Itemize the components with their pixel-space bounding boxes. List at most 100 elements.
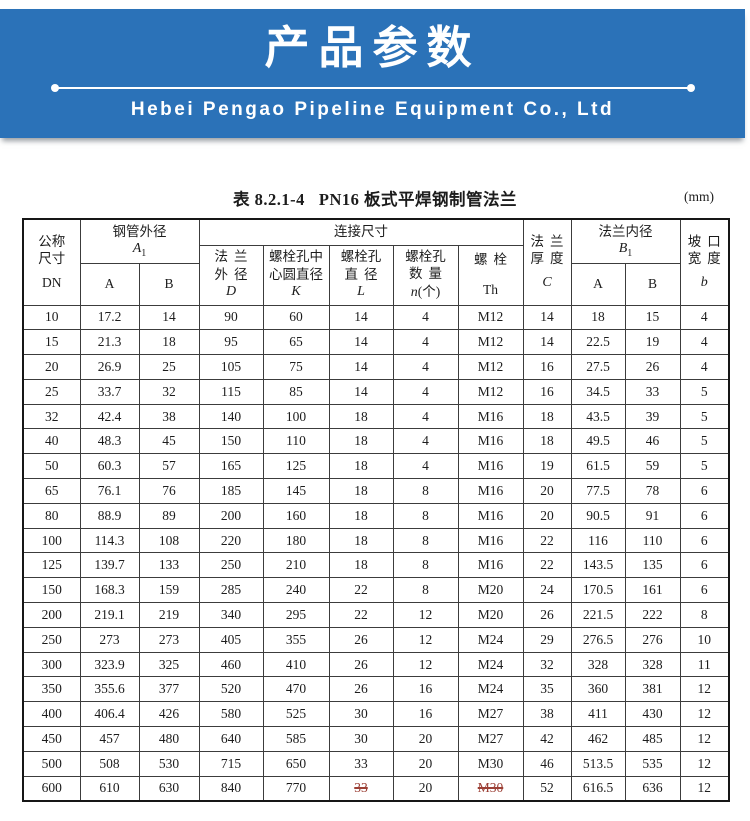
table-cell: 26 — [328, 626, 394, 653]
table-cell: 95 — [198, 329, 264, 356]
table-cell: 8 — [392, 527, 459, 554]
company-name: Hebei Pengao Pipeline Equipment Co., Ltd — [130, 98, 615, 120]
table-cell: 328 — [570, 651, 626, 678]
table-cell: 426 — [138, 701, 200, 728]
table-row: 250 273 273 405 355 26 12 M24 29 276.5 276 10 — [22, 626, 730, 653]
table-cell: M30 — [457, 775, 524, 802]
table-cell: 355.6 — [79, 676, 140, 703]
table-cell: 26 — [328, 651, 394, 678]
table-cell: 525 — [262, 701, 330, 728]
col-bolt: 螺栓 Th — [457, 244, 524, 306]
table-cell: 76.1 — [79, 478, 140, 504]
table-cell: 585 — [262, 726, 330, 752]
col-flange-thickness: 法兰 厚度 C — [522, 218, 572, 306]
table-cell: 5 — [679, 428, 730, 455]
table-cell: 115 — [198, 378, 264, 405]
table-row: 32 42.4 38 140 100 18 4 M16 18 43.5 39 5 — [22, 403, 730, 430]
table-cell: M30 — [457, 750, 524, 777]
col-bolt-count: 螺栓孔 数量 n(个) — [392, 244, 459, 306]
table-cell: 60.3 — [79, 453, 140, 480]
table-row: 25 33.7 32 115 85 14 4 M12 16 34.5 33 5 — [22, 378, 730, 405]
table-cell: 462 — [570, 726, 626, 752]
table-row: 100 114.3 108 220 180 18 8 M16 22 116 110 6 — [22, 527, 730, 554]
table-cell: 20 — [22, 354, 81, 380]
table-cell: 285 — [198, 577, 264, 604]
col-nominal-size: 公称 尺寸 DN — [22, 218, 81, 306]
table-cell: 406.4 — [79, 701, 140, 728]
table-cell: 16 — [522, 354, 572, 380]
table-cell: M16 — [457, 478, 524, 504]
table-cell: 377 — [138, 676, 200, 703]
table-cell: 18 — [522, 403, 572, 430]
table-cell: 15 — [624, 304, 681, 331]
table-row: 400 406.4 426 580 525 30 16 M27 38 411 430 12 — [22, 701, 730, 728]
table-row: 65 76.1 76 185 145 18 8 M16 20 77.5 78 6 — [22, 478, 730, 504]
table-row: 350 355.6 377 520 470 26 16 M24 35 360 381 12 — [22, 676, 730, 703]
table-cell: 26 — [328, 676, 394, 703]
table-caption: 表 8.2.1-4 PN16 板式平焊钢制管法兰 (mm) — [22, 186, 728, 210]
table-cell: 105 — [198, 354, 264, 380]
table-row: 200 219.1 219 340 295 22 12 M20 26 221.5 222 8 — [22, 602, 730, 628]
col-flange-id-a: A — [570, 262, 626, 306]
table-cell: 630 — [138, 775, 200, 802]
table-row: 10 17.2 14 90 60 14 4 M12 14 18 15 4 — [22, 304, 730, 331]
table-cell: 61.5 — [570, 453, 626, 480]
col-bolt-circle: 螺栓孔中 心圆直径 K — [262, 244, 330, 306]
table-cell: 145 — [262, 478, 330, 504]
table-cell: 29 — [522, 626, 572, 653]
table-cell: 19 — [624, 329, 681, 356]
col-connection-dims: 连接尺寸 — [198, 218, 524, 246]
col-bolt-hole-dia: 螺栓孔 直径 L — [328, 244, 394, 306]
divider-dot-left — [50, 83, 59, 92]
table-cell: 295 — [262, 602, 330, 628]
table-cell: 200 — [198, 502, 264, 529]
table-row: 500 508 530 715 650 33 20 M30 46 513.5 535 12 — [22, 750, 730, 777]
table-cell: 410 — [262, 651, 330, 678]
flange-spec-table: 公称 尺寸 DN 钢管外径 A1 连接尺寸 法兰 厚度 C 法兰内径 — [22, 218, 730, 802]
table-cell: 38 — [138, 403, 200, 430]
table-cell: 650 — [262, 750, 330, 777]
table-cell: 340 — [198, 602, 264, 628]
table-cell: 38 — [522, 701, 572, 728]
table-cell: 222 — [624, 602, 681, 628]
table-cell: 88.9 — [79, 502, 140, 529]
table-cell: 35 — [522, 676, 572, 703]
table-cell: 180 — [262, 527, 330, 554]
table-cell: M16 — [457, 403, 524, 430]
col-groove-width: 坡口 宽度 b — [679, 218, 730, 306]
table-cell: 90 — [198, 304, 264, 331]
table-cell: 43.5 — [570, 403, 626, 430]
table-cell: 4 — [392, 453, 459, 480]
table-cell: 381 — [624, 676, 681, 703]
table-cell: 12 — [392, 626, 459, 653]
table-cell: 4 — [679, 329, 730, 356]
table-cell: 80 — [22, 502, 81, 529]
table-cell: 12 — [679, 750, 730, 777]
table-cell: 33 — [624, 378, 681, 405]
table-cell: 15 — [22, 329, 81, 356]
table-cell: M20 — [457, 577, 524, 604]
table-cell: M16 — [457, 552, 524, 579]
table-cell: 715 — [198, 750, 264, 777]
table-cell: 59 — [624, 453, 681, 480]
table-cell: 470 — [262, 676, 330, 703]
table-cell: 219 — [138, 602, 200, 628]
table-cell: 460 — [198, 651, 264, 678]
table-cell: 508 — [79, 750, 140, 777]
table-cell: 34.5 — [570, 378, 626, 405]
table-cell: 219.1 — [79, 602, 140, 628]
table-cell: 12 — [679, 701, 730, 728]
table-cell: 221.5 — [570, 602, 626, 628]
table-cell: M27 — [457, 726, 524, 752]
table-cell: 6 — [679, 552, 730, 579]
table-cell: 8 — [679, 602, 730, 628]
table-cell: 12 — [392, 602, 459, 628]
table-cell: 42.4 — [79, 403, 140, 430]
table-cell: 20 — [392, 726, 459, 752]
table-cell: 273 — [138, 626, 200, 653]
table-cell: 89 — [138, 502, 200, 529]
table-cell: M12 — [457, 304, 524, 331]
table-row: 20 26.9 25 105 75 14 4 M12 16 27.5 26 4 — [22, 354, 730, 380]
table-cell: 60 — [262, 304, 330, 331]
